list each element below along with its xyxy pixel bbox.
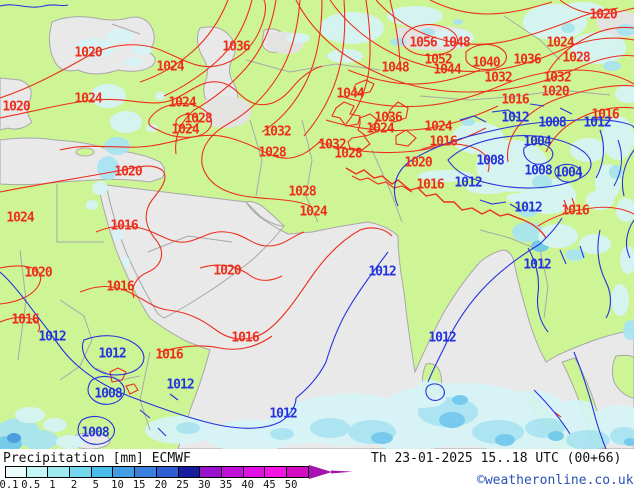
copyright-watermark: ©weatheronline.co.uk — [477, 473, 634, 488]
scale-value: 0.5 — [21, 479, 41, 490]
precipitation-color-scale — [5, 466, 309, 478]
forecast-datetime: Th 23-01-2025 15..18 UTC (00+66) — [371, 451, 622, 466]
legend-bar: Precipitation [mm] ECMWF Th 23-01-2025 1… — [0, 449, 634, 490]
scale-segment — [178, 466, 201, 478]
cyprus-island — [75, 147, 95, 157]
scale-segment — [265, 466, 287, 478]
border-layer — [17, 15, 611, 431]
scale-overflow-arrow-icon — [309, 465, 353, 479]
map-area: 1020 1024 1036 1020 1024 1024 1028 1024 1032 1028… — [0, 0, 634, 449]
scale-value: 10 — [111, 479, 124, 490]
mediterranean-sea — [0, 137, 166, 186]
scale-value: 0.1 — [0, 479, 19, 490]
red-isobar-layer — [0, 0, 634, 418]
scale-segment — [5, 466, 27, 478]
scale-segment — [26, 466, 49, 478]
precipitation-layer — [0, 2, 634, 449]
scale-value-labels: 0.1 0.5 1 2 5 10 15 20 25 30 35 40 45 50 — [0, 479, 360, 490]
scale-value: 45 — [263, 479, 276, 490]
scale-value: 1 — [49, 479, 56, 490]
indian-ocean — [97, 183, 634, 449]
scale-segment — [156, 466, 179, 478]
scale-segment — [286, 466, 309, 478]
scale-value: 25 — [176, 479, 189, 490]
scale-value: 2 — [70, 479, 78, 490]
scale-segment — [48, 466, 71, 478]
scale-segment — [243, 466, 266, 478]
scale-value: 35 — [219, 479, 233, 490]
iran-desert — [202, 96, 252, 128]
scale-value: 20 — [154, 479, 168, 490]
scale-value: 30 — [197, 479, 211, 490]
scale-value: 15 — [132, 479, 146, 490]
weather-map-graphic — [0, 0, 634, 449]
scale-value: 40 — [241, 479, 255, 490]
scale-segment — [135, 466, 157, 478]
scale-segment — [221, 466, 244, 478]
scale-segment — [70, 466, 92, 478]
legend-title: Precipitation [mm] ECMWF — [3, 451, 191, 466]
scale-segment — [200, 466, 222, 478]
aegean-sea — [0, 77, 33, 131]
scale-value: 50 — [284, 479, 298, 490]
blue-isobar-layer — [0, 4, 634, 449]
malaysia-east — [611, 354, 634, 399]
scale-value: 5 — [92, 479, 99, 490]
scale-segment — [113, 466, 136, 478]
scale-segment — [91, 466, 114, 478]
